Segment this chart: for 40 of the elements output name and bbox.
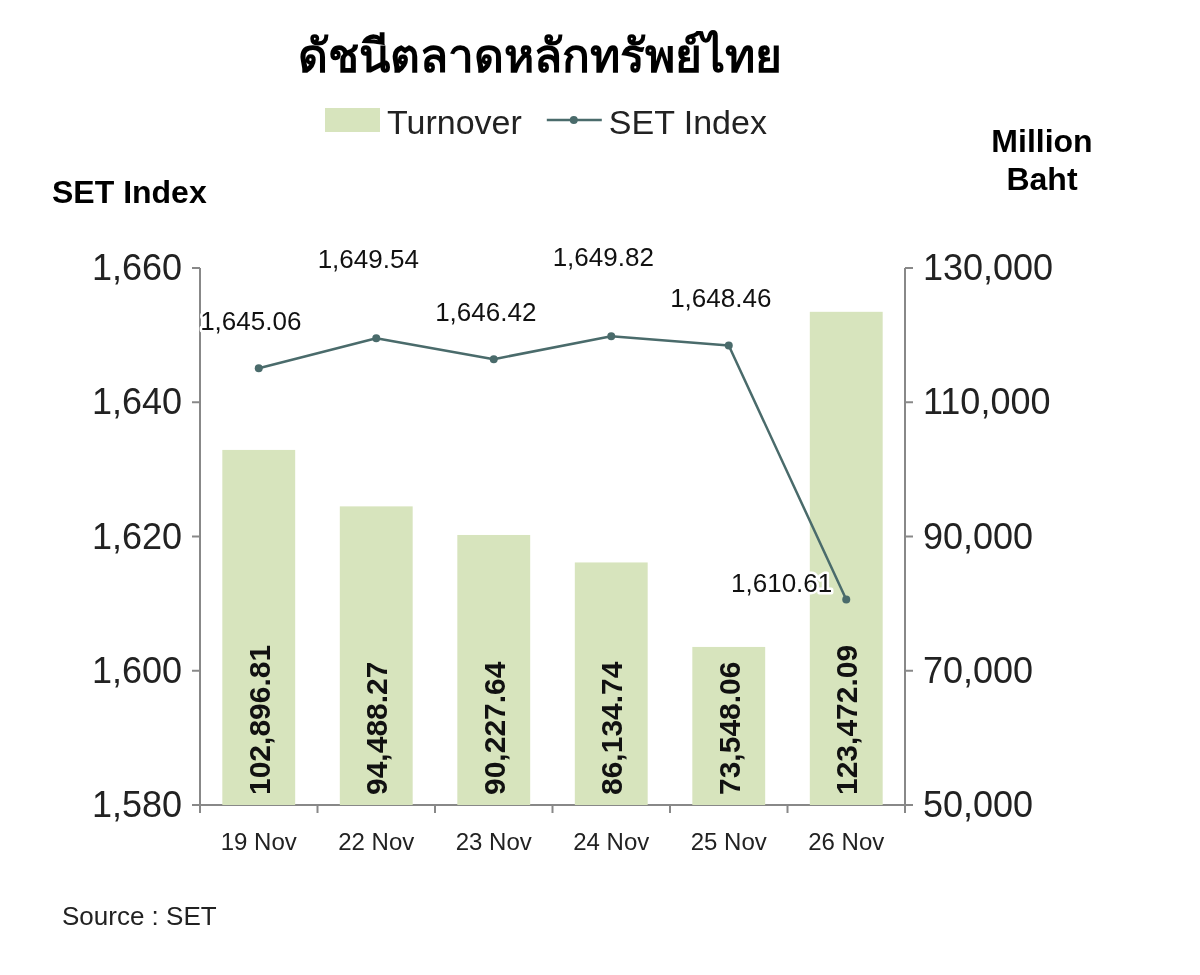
x-tick-label: 19 Nov bbox=[220, 828, 297, 855]
data-label: 1,610.61 bbox=[731, 567, 833, 598]
legend-label: SET Index bbox=[608, 103, 767, 141]
y-tick-label: 1,640 bbox=[91, 381, 182, 423]
legend-label: Turnover bbox=[387, 103, 522, 141]
point bbox=[607, 332, 616, 341]
x-tick-label: 26 Nov bbox=[808, 828, 885, 855]
data-label: 73,548.06 bbox=[712, 661, 746, 795]
y2-tick-label: 50,000 bbox=[923, 784, 1034, 825]
y2-axis-title: Million Baht bbox=[991, 123, 1093, 197]
y2-tick-label: 110,000 bbox=[923, 381, 1051, 423]
data-label: 1,648.46 bbox=[670, 283, 772, 314]
y-tick-label: 1,660 bbox=[91, 247, 182, 288]
chart-title: ดัชนีตลาดหลักทรัพย์ไทย bbox=[298, 29, 782, 83]
data-label: 94,488.27 bbox=[360, 661, 394, 795]
data-label: 1,649.54 bbox=[317, 244, 419, 275]
data-label: 1,645.06 bbox=[200, 306, 302, 337]
point bbox=[372, 334, 381, 343]
point bbox=[842, 595, 851, 604]
x-tick-label: 25 Nov bbox=[690, 828, 767, 855]
y-tick-label: 1,580 bbox=[91, 784, 182, 825]
y2-tick-label: 70,000 bbox=[923, 649, 1034, 691]
data-label: 90,227.64 bbox=[477, 661, 511, 795]
point bbox=[724, 341, 733, 350]
y-tick-label: 1,620 bbox=[91, 515, 182, 557]
data-label: 1,646.42 bbox=[435, 297, 537, 328]
point bbox=[254, 364, 263, 373]
y2-tick-label: 90,000 bbox=[923, 515, 1034, 557]
data-label: 86,134.74 bbox=[595, 661, 629, 795]
data-label: 1,649.82 bbox=[552, 242, 654, 273]
y2-tick-label: 130,000 bbox=[923, 247, 1054, 288]
data-label: 102,896.81 bbox=[242, 644, 276, 795]
data-label: 123,472.09 bbox=[830, 644, 864, 795]
y-axis-title: SET Index bbox=[52, 174, 207, 210]
x-tick-label: 24 Nov bbox=[573, 828, 650, 855]
point bbox=[489, 355, 498, 364]
x-tick-label: 23 Nov bbox=[455, 828, 532, 855]
x-tick-label: 22 Nov bbox=[338, 828, 415, 855]
y-tick-label: 1,600 bbox=[91, 649, 182, 691]
source-note: Source : SET bbox=[62, 901, 217, 931]
